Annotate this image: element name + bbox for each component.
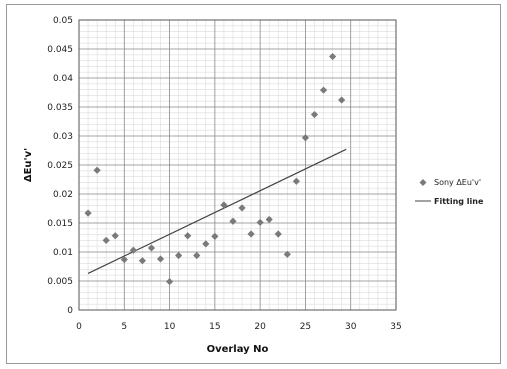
plot-area-border xyxy=(78,19,397,311)
y-tick-label: 0 xyxy=(67,306,73,316)
data-point xyxy=(102,236,110,244)
x-tick-label: 10 xyxy=(164,322,176,332)
data-point xyxy=(220,201,228,209)
data-point xyxy=(256,218,264,227)
x-tick-label: 20 xyxy=(254,322,266,332)
data-point xyxy=(202,240,210,248)
scatter-chart: 0 0.005 0.01 0.015 0.02 0.025 0.03 0.035 0.04 0.0… xyxy=(23,16,484,355)
chart-frame: 0 0.005 0.01 0.015 0.02 0.025 0.03 0.035 0.04 0.0… xyxy=(6,4,501,364)
data-point xyxy=(329,52,337,61)
x-tick-label: 15 xyxy=(209,322,220,332)
data-point xyxy=(247,230,255,238)
y-tick-label: 0.015 xyxy=(47,219,73,229)
data-point xyxy=(310,110,319,119)
data-point xyxy=(184,232,192,240)
y-axis-ticks: 0 0.005 0.01 0.015 0.02 0.025 0.03 0.035 0.04 0.0… xyxy=(47,16,73,316)
data-point xyxy=(292,177,300,185)
data-point xyxy=(238,204,246,212)
data-point xyxy=(229,217,237,225)
major-gridlines xyxy=(78,19,397,311)
data-point xyxy=(175,251,183,260)
data-point xyxy=(111,232,119,240)
y-tick-label: 0.04 xyxy=(53,74,73,84)
data-point xyxy=(165,277,174,286)
data-point xyxy=(265,215,273,224)
x-axis-title: Overlay No xyxy=(207,344,269,355)
y-tick-label: 0.02 xyxy=(53,190,73,200)
data-point xyxy=(147,244,156,252)
x-tick-label: 30 xyxy=(345,322,357,332)
data-point xyxy=(84,209,92,217)
x-axis-ticks: 0 5 10 15 20 25 30 35 xyxy=(76,322,402,332)
y-tick-label: 0.01 xyxy=(53,248,73,258)
y-tick-label: 0.005 xyxy=(47,277,73,287)
data-point xyxy=(93,166,101,174)
y-tick-label: 0.03 xyxy=(53,132,73,142)
data-point xyxy=(283,250,291,258)
y-tick-label: 0.045 xyxy=(47,45,73,55)
data-point xyxy=(301,134,310,142)
data-point xyxy=(193,251,201,260)
legend-label-sony: Sony ΔEu'v' xyxy=(434,178,481,187)
y-axis-title: ΔEu'v' xyxy=(23,148,34,182)
fitting-line xyxy=(87,148,347,275)
x-tick-label: 25 xyxy=(300,322,311,332)
data-point xyxy=(138,257,146,265)
data-point xyxy=(211,232,219,240)
y-tick-label: 0.035 xyxy=(47,103,73,113)
data-point xyxy=(129,246,137,254)
legend-marker-sony xyxy=(419,179,427,186)
legend-label-fitting-line: Fitting line xyxy=(434,197,484,206)
data-point xyxy=(338,96,346,104)
legend: Sony ΔEu'v' Fitting line xyxy=(415,178,484,206)
fitting-line-series xyxy=(87,148,347,275)
data-point xyxy=(274,230,282,238)
y-tick-label: 0.05 xyxy=(53,16,73,26)
data-point xyxy=(156,255,165,263)
sony-data-points xyxy=(84,52,346,286)
x-tick-label: 0 xyxy=(76,322,82,332)
y-tick-label: 0.025 xyxy=(47,161,73,171)
x-tick-label: 35 xyxy=(390,322,401,332)
data-point xyxy=(319,86,328,94)
x-tick-label: 5 xyxy=(121,322,127,332)
